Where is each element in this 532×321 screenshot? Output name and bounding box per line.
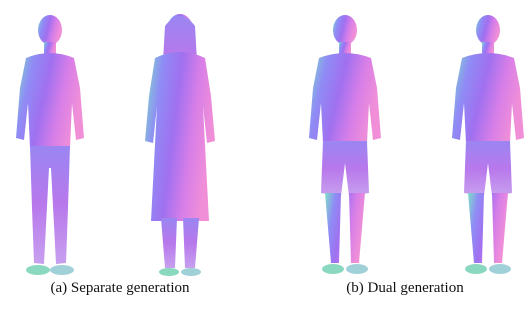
- caption: (a) Separate generation: [50, 280, 190, 296]
- caption: (b) Dual generation: [346, 280, 464, 296]
- human-render: [452, 15, 524, 274]
- human-render: [145, 14, 215, 276]
- human-render: [309, 15, 381, 274]
- human-render: [16, 15, 84, 275]
- figure: (a) Separate generation (b) Dual generat…: [0, 0, 532, 321]
- page: (a) Separate generation (b) Dual generat…: [0, 0, 532, 321]
